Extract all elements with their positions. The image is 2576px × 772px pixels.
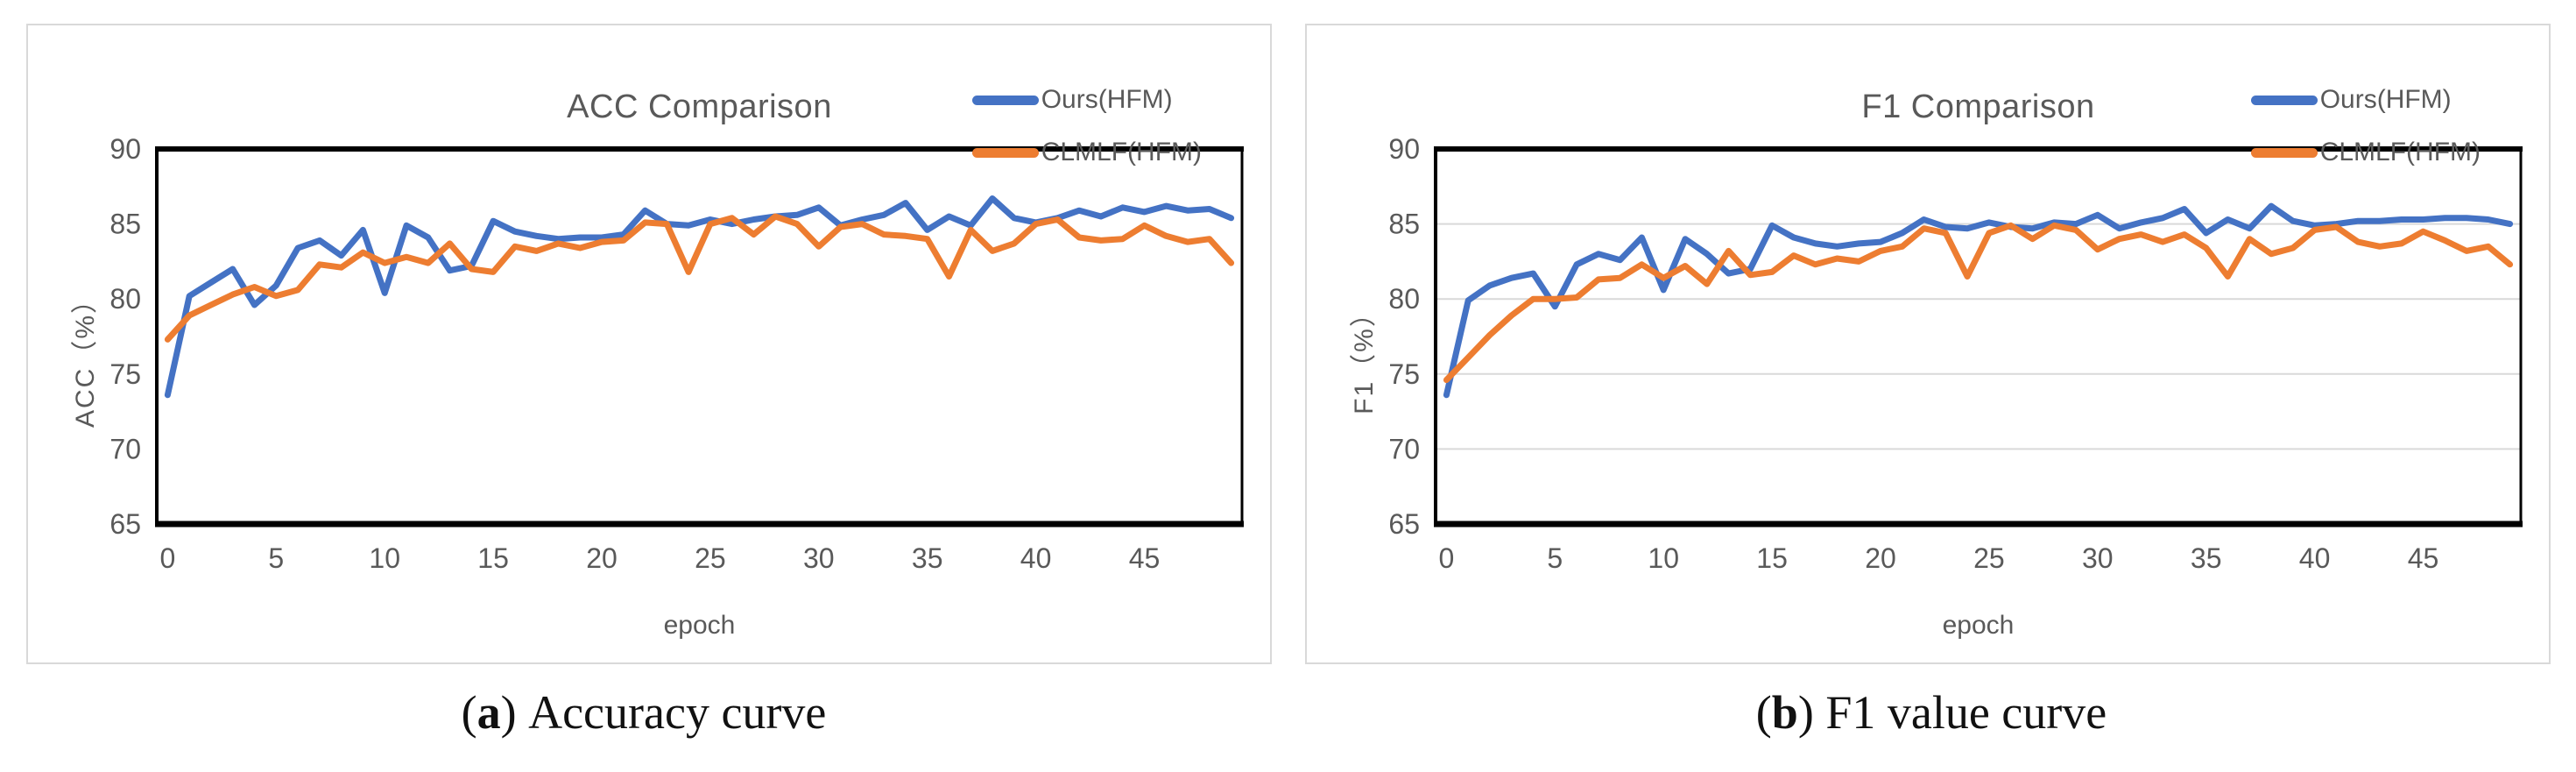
acc-chart-title: ACC Comparison	[567, 89, 832, 125]
legend-item-ours: Ours(HFM)	[2250, 85, 2452, 115]
y-tick-label: 80	[1388, 283, 1420, 315]
ours-line-swatch-icon	[2250, 95, 2318, 105]
y-tick-label: 75	[1388, 358, 1420, 390]
acc-plot-area: 65 70 75 80 85 90 0 5 10 15 20 25 30 35 40 45	[109, 133, 1244, 574]
caption-b: (b) F1 value curve	[1755, 686, 2107, 739]
legend-label-ours: Ours(HFM)	[2319, 85, 2452, 114]
acc-legend: Ours(HFM) CLMLF(HFM)	[971, 85, 1202, 167]
legend-item-clmlf: CLMLF(HFM)	[971, 138, 1202, 167]
legend-label-ours: Ours(HFM)	[1041, 85, 1173, 114]
acc-chart-panel: 65 70 75 80 85 90 0 5 10 15 20 25 30 35 40 45 ACC Compa…	[26, 24, 1272, 664]
f1-legend: Ours(HFM) CLMLF(HFM)	[2250, 85, 2481, 167]
ours-series-line	[1443, 202, 2514, 399]
caption-row: (a) Accuracy curve (b) F1 value curve	[0, 685, 2576, 740]
clmlf-series-line	[164, 213, 1235, 343]
legend-label-clmlf: CLMLF(HFM)	[1041, 138, 1202, 166]
f1-plot-area: 65 70 75 80 85 90 0 5 10 15 20 25 30 35 40 45	[1388, 133, 2523, 574]
x-tick-label: 0	[159, 542, 175, 574]
x-tick-label: 35	[912, 542, 943, 574]
caption-a-label: a	[476, 686, 501, 739]
ours-line-swatch-icon	[971, 95, 1039, 105]
x-tick-label: 45	[1129, 542, 1161, 574]
y-tick-label: 70	[1388, 433, 1420, 464]
x-tick-label: 25	[1973, 542, 2005, 574]
x-tick-label: 20	[1865, 542, 1896, 574]
x-tick-label: 15	[477, 542, 509, 574]
x-tick-label: 20	[586, 542, 618, 574]
y-tick-label: 70	[109, 433, 141, 464]
x-tick-label: 45	[2408, 542, 2439, 574]
x-tick-label: 30	[803, 542, 835, 574]
acc-x-axis-title: epoch	[663, 611, 736, 640]
y-tick-label: 80	[109, 283, 141, 315]
x-tick-label: 10	[369, 542, 400, 574]
clmlf-series-line	[1443, 222, 2514, 384]
f1-x-axis-title: epoch	[1942, 611, 2015, 640]
x-tick-label: 25	[695, 542, 726, 574]
y-tick-label: 65	[109, 508, 141, 540]
legend-label-clmlf: CLMLF(HFM)	[2319, 138, 2481, 166]
caption-b-label: b	[1771, 686, 1798, 739]
y-tick-label: 75	[109, 358, 141, 390]
y-tick-label: 90	[1388, 133, 1420, 165]
f1-chart-title: F1 Comparison	[1861, 89, 2095, 125]
legend-item-clmlf: CLMLF(HFM)	[2250, 138, 2481, 167]
x-tick-label: 15	[1756, 542, 1788, 574]
y-tick-label: 85	[1388, 209, 1420, 240]
x-tick-label: 0	[1438, 542, 1454, 574]
caption-a: (a) Accuracy curve	[461, 686, 827, 739]
clmlf-line-swatch-icon	[2250, 147, 2318, 158]
y-tick-label: 85	[109, 209, 141, 240]
caption-a-text: Accuracy curve	[528, 686, 827, 739]
clmlf-line-swatch-icon	[971, 147, 1039, 158]
f1-y-axis-title: F1（%）	[1350, 299, 1379, 414]
x-tick-label: 30	[2082, 542, 2114, 574]
x-tick-label: 10	[1648, 542, 1679, 574]
y-tick-label: 65	[1388, 508, 1420, 540]
x-tick-label: 5	[268, 542, 284, 574]
legend-item-ours: Ours(HFM)	[971, 85, 1173, 115]
x-tick-label: 35	[2191, 542, 2222, 574]
y-tick-label: 90	[109, 133, 141, 165]
x-tick-label: 40	[2299, 542, 2331, 574]
x-tick-label: 5	[1547, 542, 1563, 574]
caption-b-text: F1 value curve	[1825, 686, 2107, 739]
acc-y-axis-title: ACC（%）	[71, 285, 100, 428]
x-tick-label: 40	[1020, 542, 1052, 574]
f1-chart-panel: 65 70 75 80 85 90 0 5 10 15 20 25 30 35 40 45 F1 Compar…	[1305, 24, 2551, 664]
